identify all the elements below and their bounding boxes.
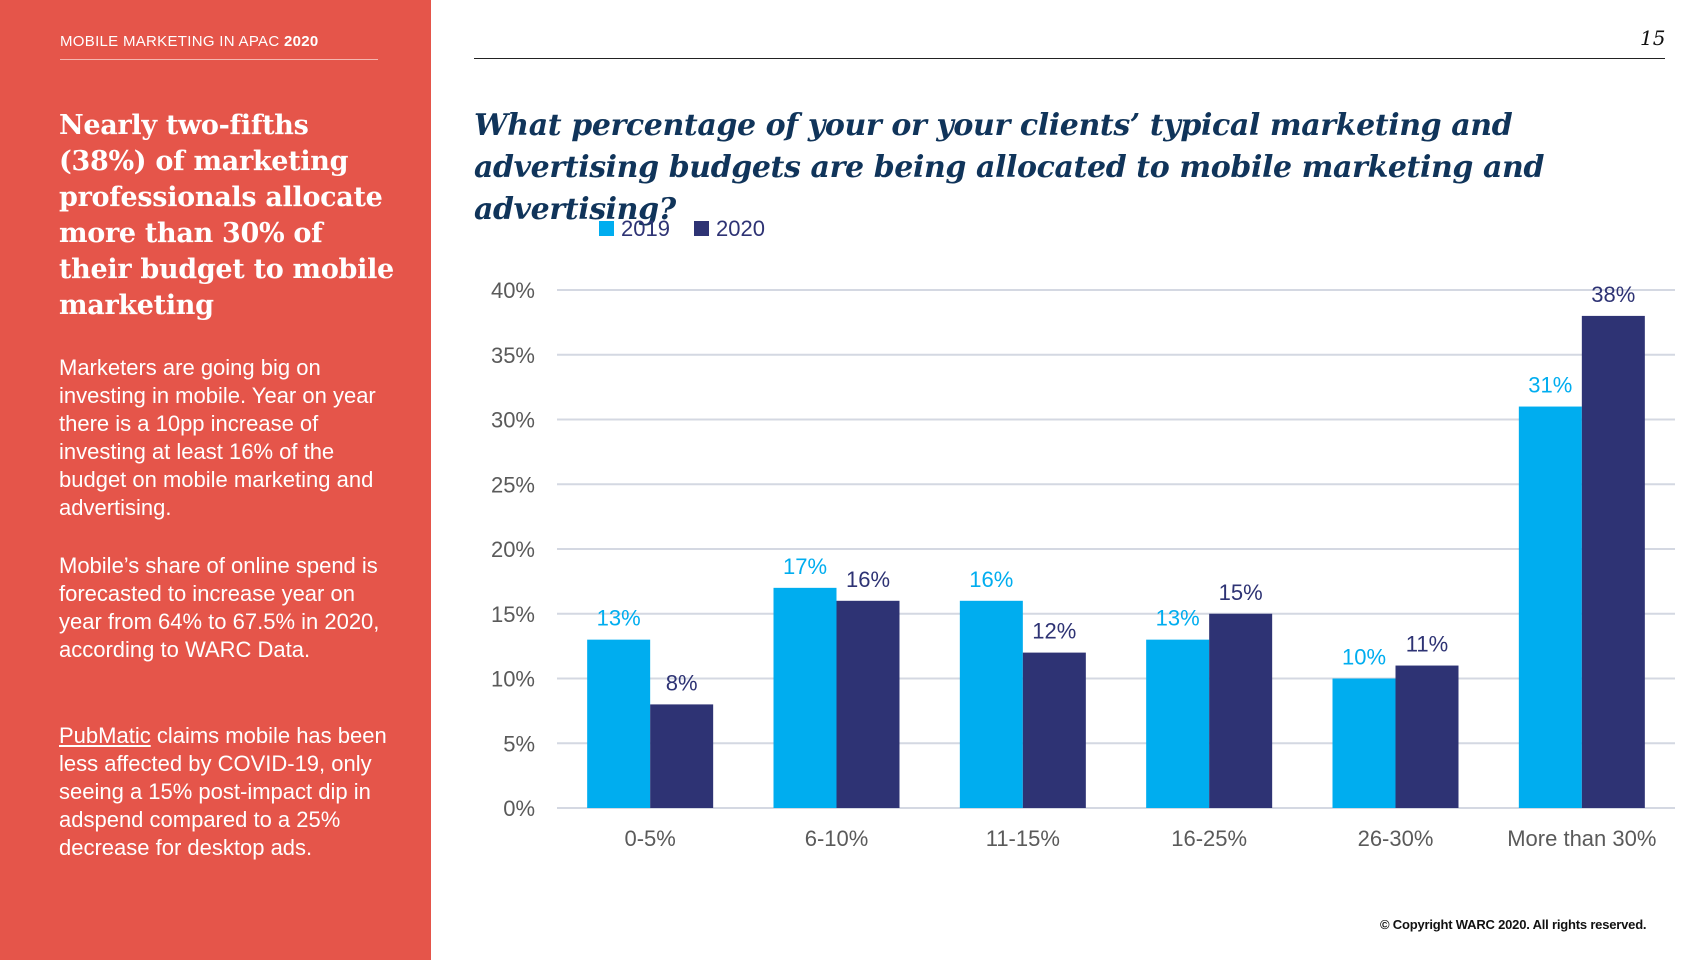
pubmatic-link[interactable]: PubMatic: [59, 723, 151, 748]
y-tick-label: 20%: [491, 537, 535, 562]
bar-2020: [1581, 315, 1645, 808]
copyright-notice: © Copyright WARC 2020. All rights reserv…: [1380, 917, 1647, 932]
data-label-2019: 17%: [783, 554, 827, 579]
data-label-2020: 12%: [1032, 619, 1076, 644]
kicker-title: MOBILE MARKETING IN APAC: [60, 33, 280, 50]
data-label-2020: 16%: [846, 567, 890, 592]
data-label-2020: 11%: [1406, 632, 1448, 657]
x-tick-label: 0-5%: [624, 826, 675, 851]
page-divider: [474, 58, 1665, 59]
x-tick-label: 16-25%: [1171, 826, 1247, 851]
y-tick-label: 30%: [491, 408, 535, 433]
data-label-2020: 38%: [1591, 282, 1635, 307]
paragraph-3-text: claims mobile has been less affected by …: [59, 723, 387, 860]
y-tick-label: 5%: [503, 731, 535, 756]
y-tick-label: 0%: [503, 796, 535, 821]
bar-2020: [836, 600, 900, 808]
x-tick-label: More than 30%: [1507, 826, 1656, 851]
x-tick-label: 26-30%: [1358, 826, 1434, 851]
bar-2020: [1395, 665, 1459, 808]
chart-question: What percentage of your or your clients’…: [474, 108, 1545, 227]
data-label-2020: 15%: [1219, 580, 1263, 605]
gridlines: [557, 289, 1675, 809]
bar-2019: [1146, 639, 1210, 808]
bar-2019: [773, 587, 837, 808]
data-label-2020: 8%: [666, 670, 698, 695]
data-label-2019: 16%: [969, 567, 1013, 592]
data-label-2019: 31%: [1528, 373, 1572, 398]
sidebar-paragraph-3: PubMatic claims mobile has been less aff…: [59, 722, 399, 862]
data-label-2019: 13%: [1156, 606, 1200, 631]
sidebar-panel: MOBILE MARKETING IN APAC 2020 Nearly two…: [0, 0, 431, 960]
report-kicker: MOBILE MARKETING IN APAC 2020: [60, 33, 319, 50]
x-axis-labels: 0-5% 6-10% 11-15% 16-25% 26-30% More than 30%: [624, 826, 1656, 851]
y-tick-label: 35%: [491, 343, 535, 368]
y-tick-label: 10%: [491, 667, 535, 692]
legend-swatch-2019: [599, 221, 614, 236]
data-labels: 13% 8% 17% 16% 16% 12% 13% 15% 10% 11% 31% 38%: [597, 282, 1636, 696]
page-number: 15: [1640, 26, 1666, 50]
data-label-2019: 10%: [1342, 645, 1386, 670]
sidebar-paragraph-2: Mobile’s share of online spend is foreca…: [59, 553, 380, 662]
y-tick-label: 40%: [491, 278, 535, 303]
bar-2020: [1022, 652, 1086, 808]
bar-2020: [1209, 613, 1273, 808]
y-tick-label: 15%: [491, 602, 535, 627]
kicker-year: 2020: [283, 33, 319, 50]
y-axis-labels: 0% 5% 10% 15% 20% 25% 30% 35% 40%: [491, 278, 535, 821]
legend: 2019 2020: [599, 216, 765, 241]
kicker-divider: [60, 59, 378, 60]
sidebar-headline: Nearly two-fifths (38%) of marketing pro…: [59, 110, 394, 321]
data-label-2019: 13%: [597, 606, 641, 631]
legend-label-2019: 2019: [621, 216, 670, 241]
bar-2019: [587, 639, 651, 808]
x-tick-label: 6-10%: [805, 826, 869, 851]
legend-swatch-2020: [694, 221, 709, 236]
sidebar-paragraph-1: Marketers are going big on investing in …: [59, 355, 376, 520]
bars: [587, 315, 1645, 808]
bar-2019: [959, 600, 1023, 808]
bar-2019: [1518, 406, 1582, 808]
legend-label-2020: 2020: [716, 216, 765, 241]
x-tick-label: 11-15%: [986, 826, 1060, 851]
y-tick-label: 25%: [491, 472, 535, 497]
bar-2020: [650, 704, 714, 808]
bar-2019: [1332, 678, 1396, 808]
